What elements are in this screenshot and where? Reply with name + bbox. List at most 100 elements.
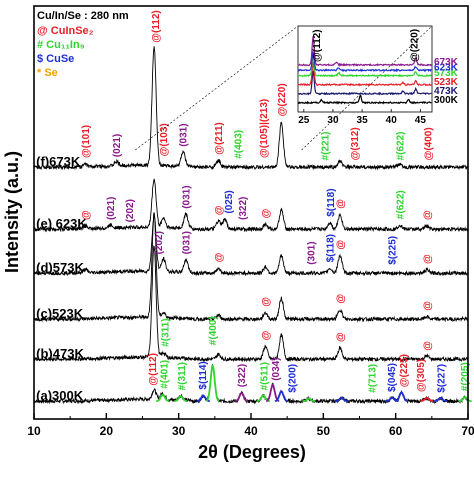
xrd-trace (33, 363, 469, 405)
peak-label: $(225) (388, 236, 399, 265)
legend-entry: @ CuInSe₂ (37, 25, 94, 37)
inset-trace (297, 51, 432, 73)
colored-peak (156, 393, 170, 402)
labels-layer: (a)300K (b)473K (c)523K (d)573K (e) 623K (f)6… (36, 10, 471, 403)
peak-label: @ (81, 210, 92, 220)
inset-tick-label: 40 (386, 115, 398, 126)
legend-entry: * Se (37, 67, 58, 79)
figure-header: Cu/In/Se : 280 nm (37, 10, 129, 22)
peak-label: @(211) (214, 122, 225, 155)
peak-label: @(220) (277, 83, 288, 116)
peak-label: @ (336, 240, 347, 250)
inset-trace (297, 61, 432, 87)
peak-label: (202) (125, 199, 136, 222)
peak-label: #(221) (320, 131, 331, 160)
peak-label: @ (336, 294, 347, 304)
peak-label: @ (336, 199, 347, 209)
peak-label: @(101) (81, 125, 92, 158)
peak-label: (202) (154, 231, 165, 254)
peak-label: #(622) (396, 131, 407, 160)
colored-peak (334, 396, 348, 402)
x-tick-label: 40 (244, 424, 258, 438)
legend-entry: $ CuSe (37, 53, 74, 65)
peak-label: @(103) (159, 123, 170, 156)
peak-label: #(622) (396, 190, 407, 219)
traces-layer (33, 46, 472, 405)
inset-tick-label: 35 (357, 115, 369, 126)
peak-label: $(118) (325, 234, 336, 262)
peak-label: @(305) (416, 359, 427, 392)
peak-label: $(045) (387, 363, 398, 392)
peak-label: @(112) (151, 10, 162, 43)
peak-label: $(227) (437, 364, 448, 393)
legend-entry: # Cu₁₁In₉ (37, 39, 85, 51)
xrd-trace (33, 46, 469, 171)
x-axis: 10 20 30 40 50 60 70 (27, 413, 474, 438)
peak-label: @ (261, 330, 272, 340)
peak-label: (031) (179, 123, 190, 146)
peak-label: @ (422, 341, 433, 351)
peak-label: @ (422, 301, 433, 311)
x-tick-label: 60 (389, 424, 403, 438)
trace-label: (b)473K (36, 346, 84, 361)
peak-label: (034) (271, 357, 282, 380)
colored-peak (234, 392, 249, 402)
peak-label: #(713) (367, 364, 378, 393)
peak-label: @ (214, 252, 225, 262)
trace-label: (a)300K (36, 388, 84, 403)
xrd-trace (33, 212, 469, 323)
peak-label: $(200) (288, 364, 299, 393)
peak-label: (322) (238, 197, 249, 220)
inset-trace (297, 94, 432, 105)
peak-label: @(312) (350, 127, 361, 160)
inset-tick-label: 30 (327, 115, 339, 126)
peak-label: @ (336, 332, 347, 342)
peak-label: (301) (307, 241, 318, 264)
peak-label: (021) (106, 197, 117, 220)
trace-label: (c)523K (36, 306, 84, 321)
peak-label: #(311) (160, 318, 171, 346)
peak-label: $(118) (326, 188, 337, 216)
peak-label: @ (422, 254, 433, 264)
inset-frame (297, 25, 433, 113)
peak-label: (031) (181, 231, 192, 254)
peak-label: #(205) (460, 362, 471, 391)
peak-label: @(112) (148, 353, 159, 386)
x-tick-label: 20 (100, 424, 114, 438)
trace-label: (f)673K (36, 154, 81, 169)
x-tick-label: 10 (27, 424, 41, 438)
inset-series-label: 523K (434, 77, 459, 88)
peak-label: #(511) (260, 362, 271, 390)
peak-label: @ (214, 205, 225, 215)
x-tick-label: 70 (461, 424, 474, 438)
peak-label: #(311) (177, 362, 188, 390)
peak-label: (031) (181, 185, 192, 208)
x-tick-label: 50 (317, 424, 331, 438)
trace-label: (d)573K (36, 260, 84, 275)
peak-label: @(225) (399, 354, 410, 387)
peak-label: @ (261, 208, 272, 218)
inset-peak-label: @(112) (312, 29, 323, 62)
inset-tick-label: 25 (298, 115, 310, 126)
peak-label: $(114) (198, 361, 209, 389)
xrd-trace (33, 245, 469, 363)
inset-trace (297, 70, 432, 96)
inset-series-label: 573K (434, 68, 459, 79)
inset-series-label: 673K (434, 57, 459, 68)
peak-label: #(401) (160, 360, 171, 389)
trace-label: (e) 623K (36, 216, 87, 231)
inset-series-label: 300K (434, 95, 459, 106)
inset-connector (301, 25, 433, 151)
inset-trace (298, 36, 432, 68)
peak-label: @(105)|(213) (259, 99, 270, 158)
xrd-trace (33, 214, 469, 277)
colored-peak (205, 364, 220, 402)
x-axis-title: 2θ (Degrees) (198, 442, 306, 462)
peak-label: #(400) (208, 316, 219, 345)
xrd-trace (33, 178, 469, 233)
colored-peak (302, 397, 316, 402)
inset-series-label: 473K (434, 86, 459, 97)
colored-peak (434, 396, 447, 402)
